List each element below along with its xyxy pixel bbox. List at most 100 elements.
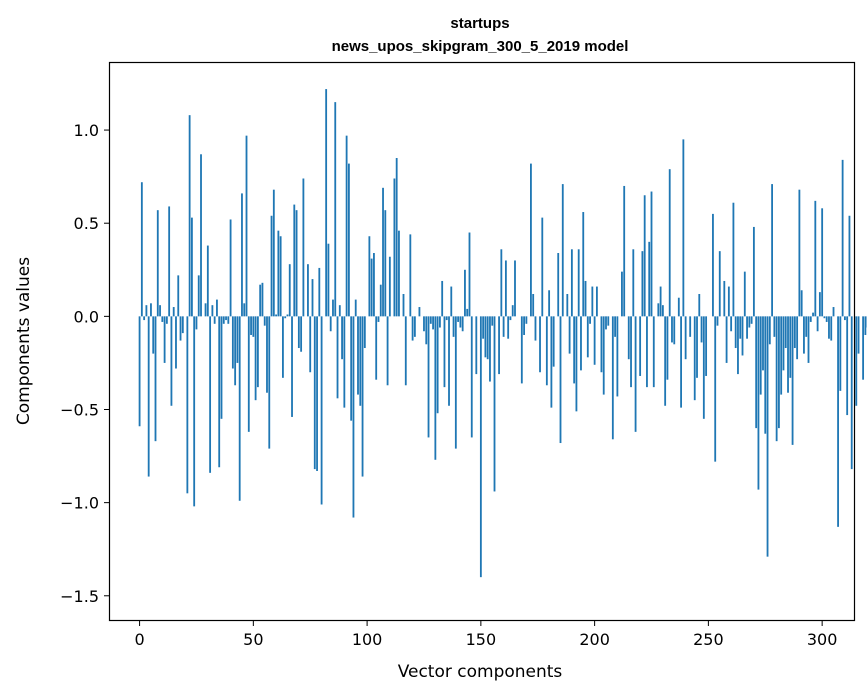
bar-56	[266, 316, 268, 393]
bar-160	[502, 316, 505, 337]
bar-21	[186, 316, 189, 494]
bar-299	[818, 292, 821, 317]
bar-105	[377, 316, 380, 322]
bar-114	[398, 230, 400, 317]
bar-270	[752, 226, 755, 317]
bar-22	[188, 115, 191, 317]
bar-266	[743, 271, 746, 317]
bar-137	[450, 286, 453, 317]
bar-290	[798, 189, 801, 317]
bar-151	[482, 316, 485, 339]
plot-frame	[108, 61, 856, 622]
x-tick-label-50: 50	[243, 630, 263, 649]
bar-264	[739, 316, 742, 339]
bar-112	[393, 178, 396, 317]
bar-144	[466, 308, 469, 317]
bar-193	[577, 249, 580, 317]
bar-201	[595, 286, 598, 317]
bar-234	[671, 316, 673, 343]
bar-63	[282, 316, 284, 378]
bar-248	[702, 316, 705, 419]
bar-295	[809, 316, 812, 322]
bar-126	[425, 316, 428, 345]
bar-298	[816, 316, 819, 332]
bar-109	[386, 316, 389, 386]
bar-199	[591, 286, 594, 317]
bar-296	[812, 312, 814, 317]
bar-184	[557, 253, 560, 317]
bar-255	[718, 251, 721, 317]
bar-263	[737, 316, 739, 375]
chart-subtitle: news_upos_skipgram_300_5_2019 model	[332, 38, 629, 55]
bar-54	[261, 282, 264, 317]
bar-203	[600, 316, 603, 373]
bar-205	[605, 316, 607, 330]
bar-260	[730, 316, 733, 332]
bar-74	[307, 264, 309, 317]
bar-138	[452, 316, 455, 337]
bar-300	[821, 208, 824, 317]
bar-23	[191, 217, 193, 317]
bar-310	[843, 316, 846, 321]
bar-288	[793, 316, 796, 349]
bar-285	[787, 316, 789, 393]
bar-239	[682, 139, 685, 317]
bar-245	[696, 316, 698, 378]
bar-232	[666, 316, 669, 380]
bar-104	[375, 316, 378, 380]
bar-244	[693, 316, 696, 401]
y-axis-label: Components values	[14, 257, 34, 425]
bar-15	[172, 307, 175, 317]
bar-235	[673, 316, 676, 345]
bar-283	[782, 316, 785, 371]
bar-78	[316, 316, 318, 471]
bar-91	[345, 135, 348, 317]
bar-252	[712, 213, 714, 317]
bar-125	[423, 316, 425, 332]
bar-39	[227, 316, 230, 324]
bar-98	[361, 316, 364, 477]
bar-90	[343, 316, 346, 408]
x-tick-label-0: 0	[134, 630, 144, 649]
bar-51	[254, 316, 257, 401]
bar-34	[216, 299, 218, 317]
bar-315	[855, 316, 858, 406]
bar-41	[231, 316, 234, 369]
bar-12	[165, 316, 168, 324]
bar-131	[436, 316, 439, 414]
bar-188	[566, 294, 569, 317]
bar-238	[680, 316, 682, 408]
bar-31	[209, 316, 212, 473]
bar-88	[338, 305, 341, 317]
bar-276	[766, 316, 769, 557]
bar-75	[309, 316, 312, 373]
y-tick-label-4: 0.5	[74, 214, 99, 233]
bar-197	[586, 316, 589, 358]
bar-53	[259, 284, 262, 317]
bar-179	[545, 316, 548, 386]
bar-52	[256, 316, 259, 388]
bar-274	[762, 316, 764, 371]
bar-261	[732, 202, 735, 317]
bar-110	[388, 256, 391, 317]
bar-210	[616, 316, 619, 397]
bar-253	[714, 316, 717, 462]
bar-59	[272, 189, 275, 317]
bar-173	[532, 294, 535, 317]
bar-172	[530, 163, 532, 317]
bar-3	[145, 305, 148, 317]
bar-133	[441, 280, 444, 317]
bar-158	[498, 316, 500, 375]
bar-4	[147, 316, 150, 477]
bar-164	[511, 305, 514, 317]
bar-19	[181, 316, 184, 334]
bar-180	[548, 290, 551, 317]
bar-312	[848, 215, 851, 317]
bar-136	[448, 316, 450, 406]
bar-97	[359, 316, 362, 406]
bar-287	[791, 316, 794, 445]
bar-213	[623, 185, 626, 317]
bar-79	[318, 267, 321, 317]
bar-140	[457, 316, 460, 322]
